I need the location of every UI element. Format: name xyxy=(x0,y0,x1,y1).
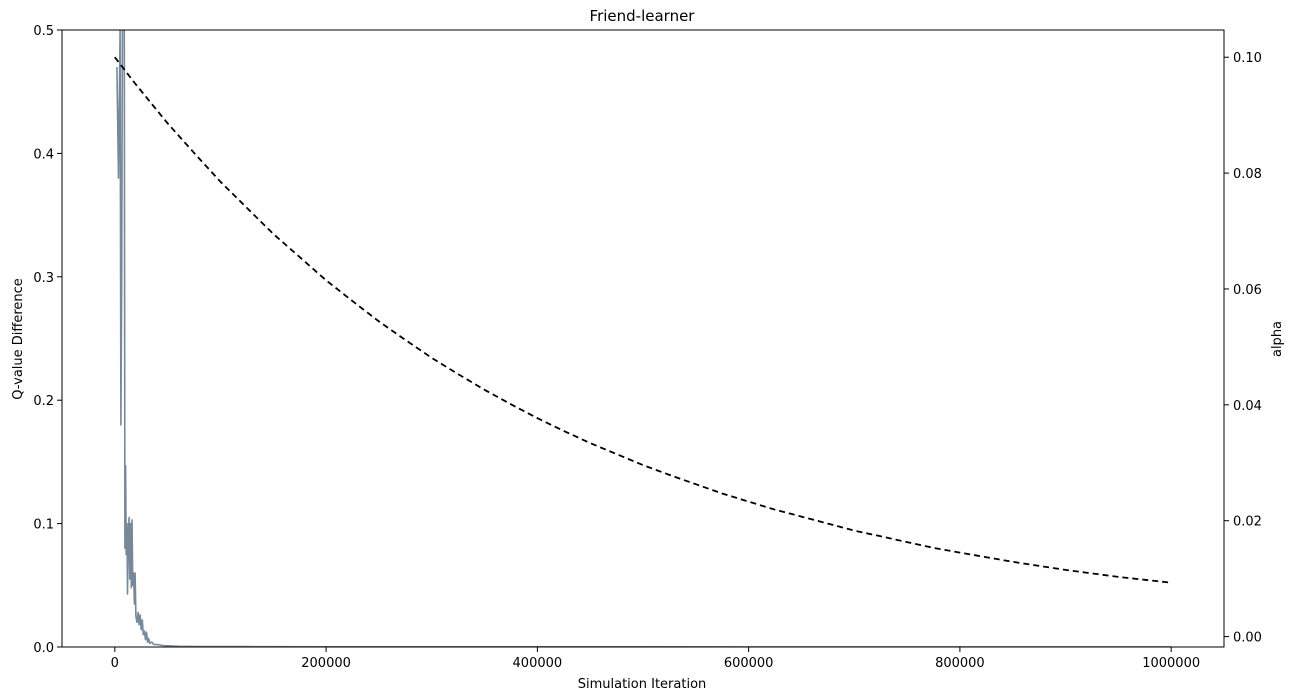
plot-series xyxy=(114,30,1172,647)
plot-frame xyxy=(61,29,1225,648)
alpha-dashed-line xyxy=(114,56,1172,584)
y2-tick-label: 0.00 xyxy=(1233,631,1262,646)
x-tick-label: 200000 xyxy=(301,656,351,671)
y-axis-right: 0.00 0.02 0.04 0.06 0.08 0.10 xyxy=(1224,51,1262,646)
chart-title: Friend-learner xyxy=(590,7,696,25)
y-tick-label: 0.4 xyxy=(33,147,54,162)
x-axis-label: Simulation Iteration xyxy=(578,677,707,692)
x-tick-label: 800000 xyxy=(935,656,985,671)
y2-tick-label: 0.04 xyxy=(1233,399,1262,414)
x-axis: 0 200000 400000 600000 800000 1000000 xyxy=(111,647,1200,671)
y-tick-label: 0.3 xyxy=(33,271,54,286)
y-tick-label: 0.0 xyxy=(33,641,54,656)
x-tick-label: 600000 xyxy=(724,656,774,671)
y-tick-label: 0.5 xyxy=(33,24,54,39)
y-tick-label: 0.1 xyxy=(33,518,54,533)
y-axis-label: Q-value Difference xyxy=(11,278,26,400)
y2-tick-label: 0.02 xyxy=(1233,515,1262,530)
y2-tick-label: 0.06 xyxy=(1233,283,1262,298)
y2-tick-label: 0.10 xyxy=(1233,51,1262,66)
y2-axis-label: alpha xyxy=(1270,321,1285,357)
x-tick-label: 400000 xyxy=(513,656,563,671)
y2-tick-label: 0.08 xyxy=(1233,167,1262,182)
x-tick-label: 0 xyxy=(111,656,119,671)
x-tick-label: 1000000 xyxy=(1142,656,1200,671)
q-value-difference-line xyxy=(116,30,1172,647)
y-axis-left: 0.0 0.1 0.2 0.3 0.4 0.5 xyxy=(33,24,62,656)
y-tick-label: 0.2 xyxy=(33,394,54,409)
